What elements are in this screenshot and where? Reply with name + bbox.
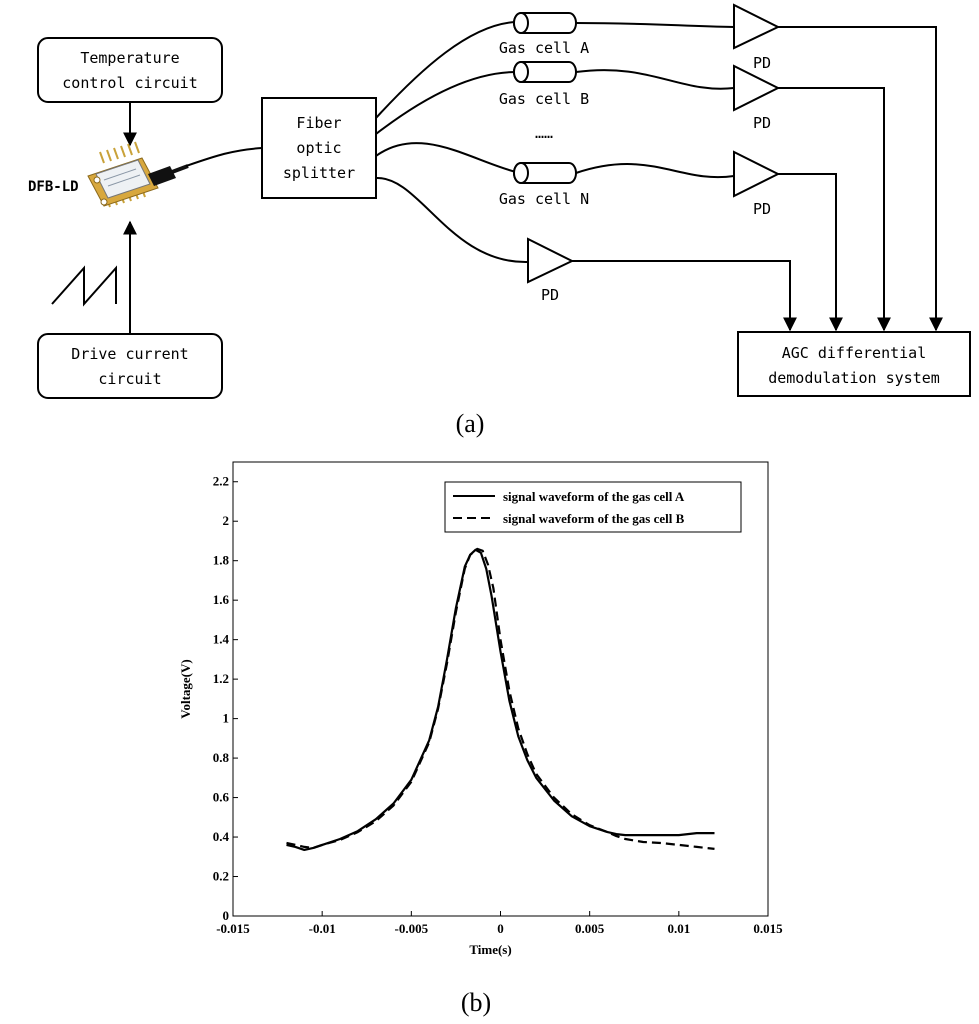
- dfb-laser-icon: [87, 141, 189, 208]
- output-fibers: [375, 21, 529, 264]
- dfb-ld-label: DFB-LD: [28, 179, 79, 195]
- gas-cell-n-label: Gas cell N: [499, 190, 589, 208]
- x-tick-label: 0.015: [753, 921, 783, 936]
- y-tick-label: 1.6: [213, 592, 230, 607]
- x-axis-ticks: -0.015 -0.01 -0.005 0 0.005 0.01 0.015: [216, 911, 783, 936]
- y-tick-label: 0.4: [213, 829, 230, 844]
- splitter-line3: splitter: [283, 164, 355, 182]
- drive-box-line1: Drive current: [71, 345, 188, 363]
- x-tick-label: -0.005: [395, 921, 429, 936]
- x-tick-label: 0: [497, 921, 504, 936]
- agc-box-line2: demodulation system: [768, 369, 940, 387]
- y-axis-label: Voltage(V): [178, 659, 193, 718]
- y-tick-label: 1.8: [213, 553, 230, 568]
- pd-a-label: PD: [753, 54, 771, 72]
- drive-box-line2: circuit: [98, 370, 161, 388]
- ellipsis: ……: [535, 124, 553, 142]
- gas-cell-b: [513, 61, 577, 83]
- agc-box-line1: AGC differential: [782, 344, 927, 362]
- legend-entry: signal waveform of the gas cell B: [503, 511, 685, 526]
- gas-cell-n: [513, 162, 577, 184]
- x-axis-label: Time(s): [469, 942, 511, 957]
- y-tick-label: 0.2: [213, 869, 229, 884]
- temperature-control-box: Temperature control circuit: [37, 37, 223, 103]
- pd-reference-icon: [527, 237, 575, 284]
- gas-cell-a: [513, 12, 577, 34]
- x-tick-label: 0.01: [667, 921, 690, 936]
- panel-label-a: (a): [456, 409, 485, 438]
- y-tick-label: 0.6: [213, 790, 230, 805]
- gas-cell-fibers: [575, 22, 735, 179]
- y-tick-label: 1.2: [213, 671, 229, 686]
- agc-demodulation-box: AGC differential demodulation system: [737, 331, 971, 397]
- fiber-optic-splitter-box: Fiber optic splitter: [261, 97, 377, 199]
- y-axis-ticks: 0 0.2 0.4 0.6 0.8 1 1.2 1.4 1.6 1.8 2 2.2: [213, 474, 238, 923]
- y-tick-label: 2.2: [213, 474, 229, 489]
- pd-b-label: PD: [753, 114, 771, 132]
- y-tick-label: 1.4: [213, 632, 230, 647]
- legend: signal waveform of the gas cell A signal …: [444, 481, 742, 533]
- signal-lines: [572, 26, 943, 332]
- gas-cell-b-label: Gas cell B: [499, 90, 589, 108]
- y-tick-label: 0.8: [213, 750, 230, 765]
- splitter-line2: optic: [296, 139, 341, 157]
- temperature-box-line2: control circuit: [62, 74, 197, 92]
- system-diagram: Temperature control circuit DFB-LD: [28, 3, 971, 438]
- series-line-gas-cell-a: [286, 548, 715, 852]
- y-tick-label: 0: [223, 908, 230, 923]
- pd-a-icon: [733, 3, 781, 50]
- pd-n-icon: [733, 150, 781, 198]
- y-tick-label: 1: [223, 711, 230, 726]
- voltage-time-chart: 00.20.40.60.811.21.41.61.822.2 -0.015 -0.…: [178, 461, 783, 957]
- pd-b-icon: [733, 64, 781, 112]
- pd-n-label: PD: [753, 200, 771, 218]
- fiber-laser-to-splitter: [185, 147, 263, 167]
- panel-label-b: (b): [461, 988, 491, 1017]
- gas-cell-a-label: Gas cell A: [499, 39, 589, 57]
- pd-reference-label: PD: [541, 286, 559, 304]
- drive-current-box: Drive current circuit: [37, 333, 223, 399]
- legend-entry: signal waveform of the gas cell A: [503, 489, 685, 504]
- y-tick-label: 2: [223, 513, 230, 528]
- x-tick-label: 0.005: [575, 921, 605, 936]
- series-lines: [286, 547, 715, 852]
- series-line-gas-cell-b: [286, 547, 715, 850]
- splitter-line1: Fiber: [296, 114, 341, 132]
- x-tick-label: -0.01: [309, 921, 336, 936]
- legend-box: [444, 481, 742, 533]
- x-tick-label: -0.015: [216, 921, 250, 936]
- temperature-box-line1: Temperature: [80, 49, 179, 67]
- sawtooth-icon: [51, 265, 117, 307]
